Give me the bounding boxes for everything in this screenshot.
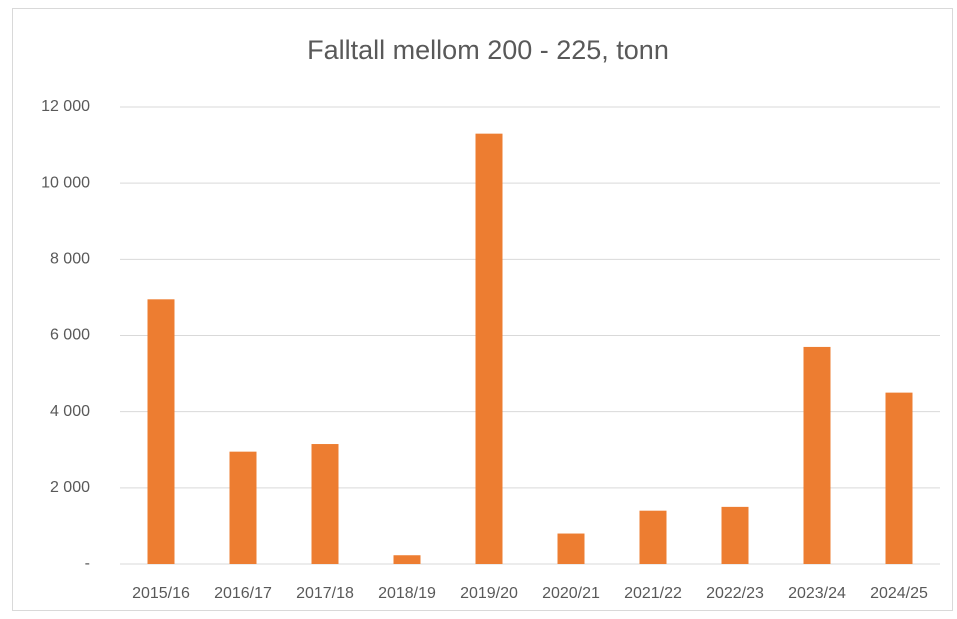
chart-title: Falltall mellom 200 - 225, tonn: [307, 35, 669, 65]
bar: [639, 510, 667, 564]
bar: [721, 506, 749, 564]
bar: [311, 444, 339, 564]
bar: [393, 555, 421, 564]
bar: [885, 392, 913, 564]
x-tick-label: 2015/16: [132, 585, 190, 602]
x-tick-label: 2018/19: [378, 585, 436, 602]
y-tick-label: -: [85, 555, 90, 572]
x-tick-label: 2022/23: [706, 585, 764, 602]
x-tick-label: 2021/22: [624, 585, 682, 602]
y-tick-label: 12 000: [41, 98, 90, 115]
x-tick-label: 2019/20: [460, 585, 518, 602]
bar: [557, 533, 585, 564]
x-tick-label: 2024/25: [870, 585, 928, 602]
y-tick-label: 2 000: [50, 479, 90, 496]
y-tick-label: 10 000: [41, 174, 90, 191]
bar: [147, 299, 175, 564]
x-tick-label: 2020/21: [542, 585, 600, 602]
x-tick-label: 2017/18: [296, 585, 354, 602]
x-tick-label: 2023/24: [788, 585, 846, 602]
y-tick-label: 4 000: [50, 403, 90, 420]
y-tick-label: 8 000: [50, 251, 90, 268]
bar: [803, 346, 831, 564]
x-tick-label: 2016/17: [214, 585, 272, 602]
bar: [229, 451, 257, 564]
y-tick-label: 6 000: [50, 327, 90, 344]
bar: [475, 133, 503, 565]
